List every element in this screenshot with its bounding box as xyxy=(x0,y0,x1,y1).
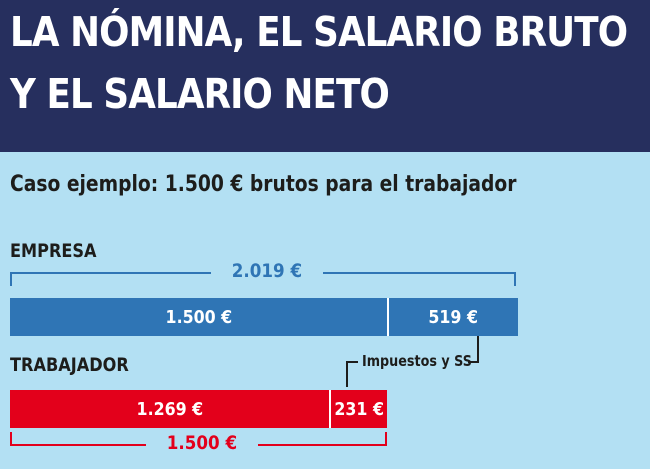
trabajador-bar-segment-1: 1.269 € xyxy=(10,390,329,428)
note-leader-left-vertical xyxy=(346,361,348,387)
trabajador-bar-segment-2: 231 € xyxy=(329,390,387,428)
empresa-bar-label-2: 519 € xyxy=(428,306,479,328)
empresa-bracket-left xyxy=(10,272,12,286)
note-leader-left-horizontal xyxy=(346,361,358,363)
chart-subtitle: Caso ejemplo: 1.500 € brutos para el tra… xyxy=(10,172,517,197)
trabajador-bracket-left xyxy=(10,432,12,446)
trabajador-total-label: 1.500 € xyxy=(146,432,258,454)
group-label-empresa: EMPRESA xyxy=(10,240,97,262)
header-banner: LA NÓMINA, EL SALARIO BRUTO Y EL SALARIO… xyxy=(0,0,650,152)
page-title-line-2: Y EL SALARIO NETO xyxy=(10,70,390,118)
empresa-bar-segment-1: 1.500 € xyxy=(10,298,387,336)
note-leader-right-vertical xyxy=(477,336,479,362)
trabajador-bracket-right xyxy=(385,432,387,446)
empresa-bar-segment-2: 519 € xyxy=(387,298,518,336)
page-title-line-1: LA NÓMINA, EL SALARIO BRUTO xyxy=(10,8,628,56)
group-label-trabajador: TRABAJADOR xyxy=(10,354,129,376)
trabajador-bar-label-1: 1.269 € xyxy=(136,398,203,420)
trabajador-bar-label-2: 231 € xyxy=(334,398,384,420)
empresa-total-label: 2.019 € xyxy=(211,260,323,282)
empresa-bracket-right xyxy=(514,272,516,286)
note-leader-right-horizontal xyxy=(468,361,479,363)
taxes-note: Impuestos y SS xyxy=(362,352,472,370)
empresa-bar-label-1: 1.500 € xyxy=(165,306,232,328)
